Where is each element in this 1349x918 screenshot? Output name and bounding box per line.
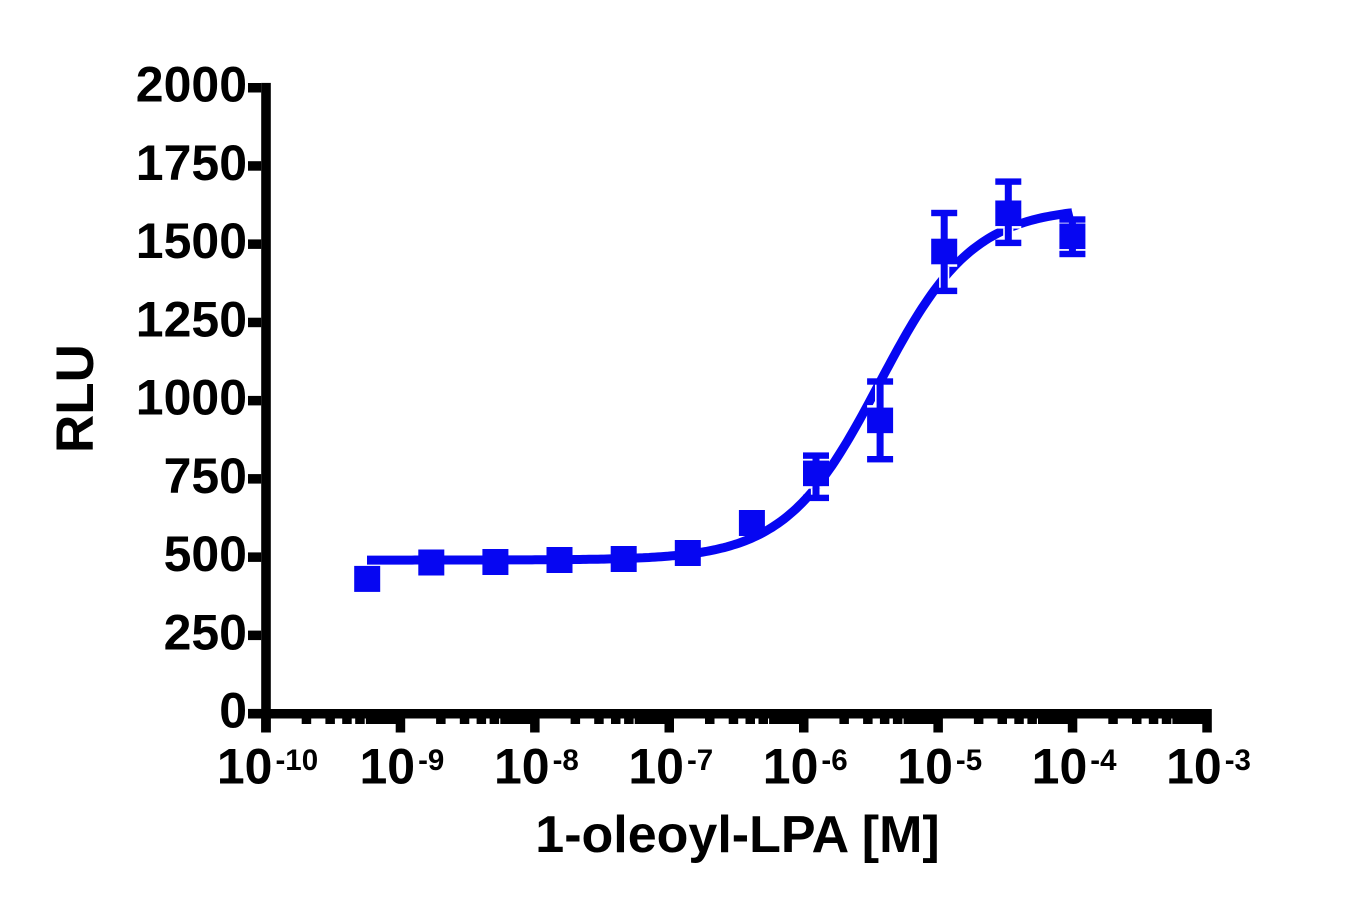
svg-text:1500: 1500: [136, 213, 247, 269]
svg-text:1250: 1250: [136, 291, 247, 347]
svg-text:250: 250: [164, 604, 247, 660]
svg-text:1-oleoyl-LPA [M]: 1-oleoyl-LPA [M]: [535, 806, 939, 864]
svg-text:500: 500: [164, 526, 247, 582]
svg-text:0: 0: [219, 683, 247, 739]
svg-text:10-9: 10 -9: [359, 739, 444, 795]
svg-text:RLU: RLU: [46, 344, 105, 453]
svg-text:2000: 2000: [136, 57, 247, 113]
svg-text:1000: 1000: [136, 370, 247, 426]
svg-text:750: 750: [164, 448, 247, 504]
svg-text:10-3: 10 -3: [1166, 739, 1251, 795]
svg-text:1750: 1750: [136, 135, 247, 191]
